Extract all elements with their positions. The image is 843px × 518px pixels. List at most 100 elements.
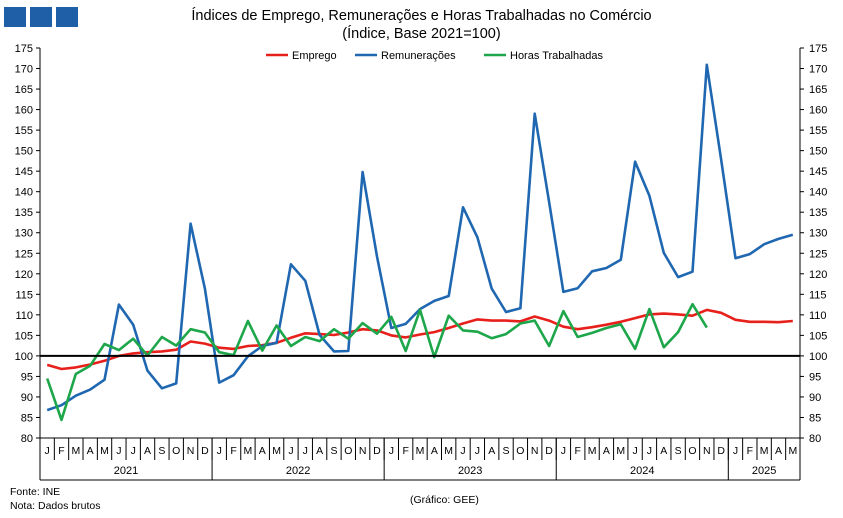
x-tick-label: A [144,445,151,457]
data-note: Nota: Dados brutos [10,500,101,512]
x-tick-label: F [230,445,236,457]
y-tick-label-left: 155 [15,125,33,137]
x-tick-label: A [87,445,94,457]
chart-subtitle: (Índice, Base 2021=100) [342,26,501,42]
y-tick-label-left: 90 [21,392,33,404]
x-tick-label: A [316,445,323,457]
y-tick-label-left: 95 [21,371,33,383]
y-tick-label-left: 110 [15,310,33,322]
y-tick-label-right: 140 [809,187,827,199]
x-tick-label: O [688,445,696,457]
year-label: 2025 [752,465,776,477]
logo-block-3 [56,7,78,27]
y-tick-label-right: 130 [809,228,827,240]
y-tick-label-right: 120 [809,269,827,281]
y-tick-label-right: 135 [809,207,827,219]
x-tick-label: D [373,445,381,457]
y-tick-label-right: 90 [809,392,821,404]
x-tick-label: J [632,445,637,457]
x-tick-label: J [475,445,480,457]
x-tick-label: A [488,445,495,457]
x-tick-label: S [503,445,510,457]
chart-title: Índices de Emprego, Remunerações e Horas… [191,8,652,24]
x-tick-label: O [172,445,180,457]
x-tick-label: O [516,445,524,457]
x-tick-label: S [675,445,682,457]
x-tick-label: J [733,445,738,457]
x-tick-label: D [545,445,553,457]
y-tick-label-left: 145 [15,166,33,178]
x-tick-label: A [775,445,782,457]
source-note: Fonte: INE [10,486,61,498]
x-tick-label: F [575,445,581,457]
x-tick-label: J [45,445,50,457]
x-tick-label: A [660,445,667,457]
x-tick-label: J [303,445,308,457]
y-tick-label-left: 140 [15,187,33,199]
y-tick-label-left: 80 [21,433,33,445]
y-tick-label-right: 155 [809,125,827,137]
x-tick-label: M [444,445,453,457]
x-tick-label: A [603,445,610,457]
logo-block-1 [4,7,26,27]
y-tick-label-left: 135 [15,207,33,219]
y-tick-label-right: 105 [809,330,827,342]
x-tick-label: J [131,445,136,457]
x-tick-label: F [747,445,753,457]
y-tick-label-right: 170 [809,64,827,76]
y-tick-label-right: 110 [809,310,827,322]
x-tick-label: J [116,445,121,457]
y-tick-label-right: 85 [809,412,821,424]
x-tick-label: N [531,445,539,457]
x-tick-label: M [788,445,797,457]
legend-label: Horas Trabalhadas [510,50,603,62]
y-tick-label-right: 125 [809,248,827,260]
y-tick-label-left: 165 [15,84,33,96]
x-tick-label: M [272,445,281,457]
x-tick-label: J [561,445,566,457]
logo-block-2 [30,7,52,27]
year-label: 2022 [286,465,310,477]
y-tick-label-left: 100 [15,351,33,363]
legend-label: Emprego [292,50,337,62]
y-tick-label-right: 100 [809,351,827,363]
y-tick-label-right: 150 [809,146,827,158]
credit-note: (Gráfico: GEE) [410,494,479,506]
x-tick-label: O [344,445,352,457]
y-tick-label-right: 80 [809,433,821,445]
x-tick-label: M [244,445,253,457]
x-tick-label: N [359,445,367,457]
x-tick-label: M [71,445,80,457]
legend-label: Remunerações [381,50,456,62]
x-tick-label: F [58,445,64,457]
series-line-remunerações [46,63,794,412]
x-tick-label: M [616,445,625,457]
series-line-horas-trabalhadas [45,302,708,422]
year-label: 2021 [114,465,138,477]
year-label: 2024 [630,465,654,477]
y-tick-label-right: 175 [809,43,827,55]
x-tick-label: J [389,445,394,457]
y-tick-label-right: 165 [809,84,827,96]
year-label: 2023 [458,465,482,477]
y-tick-label-right: 160 [809,105,827,117]
x-tick-label: M [760,445,769,457]
series-line-emprego [46,308,793,371]
y-tick-label-right: 95 [809,371,821,383]
y-tick-label-left: 85 [21,412,33,424]
y-tick-label-left: 160 [15,105,33,117]
x-tick-label: J [217,445,222,457]
x-tick-label: S [330,445,337,457]
x-tick-label: M [588,445,597,457]
y-tick-label-left: 120 [15,269,33,281]
x-tick-label: N [187,445,195,457]
y-tick-label-left: 130 [15,228,33,240]
y-tick-label-left: 125 [15,248,33,260]
x-tick-label: N [703,445,711,457]
y-tick-label-left: 170 [15,64,33,76]
x-tick-label: M [416,445,425,457]
y-tick-label-right: 145 [809,166,827,178]
x-tick-label: F [402,445,408,457]
y-tick-label-left: 115 [15,289,33,301]
